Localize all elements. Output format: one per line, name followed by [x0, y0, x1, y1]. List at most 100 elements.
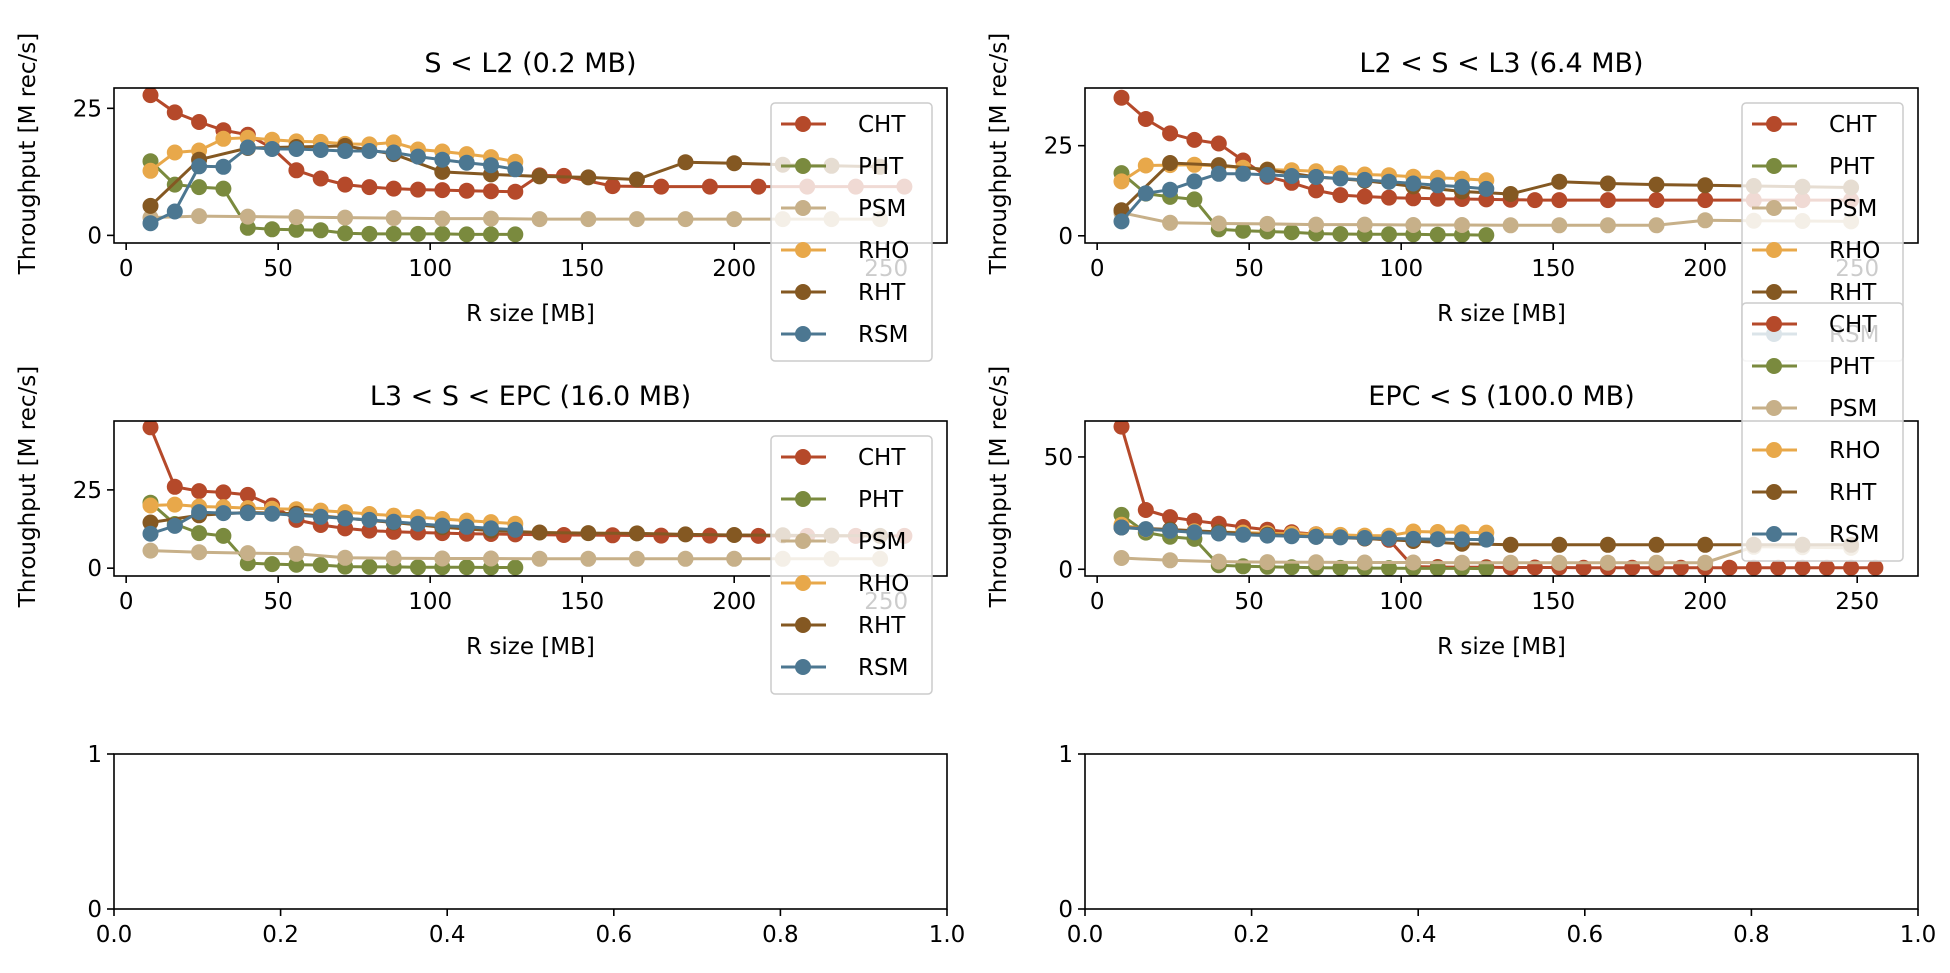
data-point-rsm — [385, 144, 402, 161]
data-point-rsm — [507, 161, 524, 178]
data-point-rht — [142, 514, 159, 531]
data-point-pht — [507, 226, 524, 243]
data-point-psm — [1502, 217, 1519, 234]
x-tick-label: 0 — [119, 256, 134, 282]
data-point-cht — [1308, 182, 1325, 199]
series-line-rsm — [149, 145, 516, 225]
data-point-psm — [239, 545, 256, 562]
legend-swatch-marker — [1766, 284, 1782, 300]
data-point-psm — [288, 545, 305, 562]
y-tick-label: 0 — [87, 897, 102, 923]
data-point-rsm — [1235, 526, 1252, 543]
series-line-rsm — [1121, 526, 1487, 542]
x-axis-label: R size [MB] — [466, 301, 595, 327]
data-point-rsm — [1405, 175, 1422, 192]
data-point-rht — [677, 154, 694, 171]
data-point-pht — [1381, 560, 1397, 576]
data-point-pht — [215, 527, 232, 544]
data-point-psm — [1599, 217, 1616, 234]
panel-5: 0.0 0.2 0.4 0.6 0.8 1.0 0 1 — [87, 742, 965, 948]
data-point-rho — [1137, 157, 1154, 174]
panel-6: 0.0 0.2 0.4 0.6 0.8 1.0 0 1 — [1058, 742, 1936, 948]
data-point-rsm — [288, 507, 305, 524]
data-point-psm — [142, 542, 159, 559]
data-point-cht — [750, 178, 767, 195]
x-tick-label: 0 — [1090, 256, 1105, 282]
series-line-psm — [1121, 211, 1852, 227]
legend: CHT PHT PSM RHO RHT RSM — [1741, 302, 1904, 562]
data-point-rsm — [1283, 528, 1300, 545]
data-point-cht — [1429, 190, 1446, 207]
data-point-cht — [507, 183, 524, 200]
data-point-pht — [458, 559, 475, 576]
data-point-psm — [1648, 554, 1665, 571]
data-point-psm — [1113, 550, 1130, 566]
legend-swatch-marker — [795, 659, 811, 675]
data-point-rsm — [1186, 524, 1203, 541]
data-point-rsm — [1454, 178, 1470, 195]
x-tick-label: 200 — [712, 589, 756, 615]
x-axis-label: R size [MB] — [1437, 634, 1566, 660]
y-tick-label: 25 — [73, 96, 102, 122]
legend: CHT PHT PSM RHO RHT RSM — [770, 102, 933, 362]
data-point-pht — [361, 558, 378, 575]
legend-swatch-marker — [1766, 200, 1782, 216]
data-point-rht — [726, 527, 743, 543]
data-point-psm — [726, 550, 743, 567]
data-point-cht — [1745, 559, 1762, 576]
data-point-psm — [677, 211, 694, 228]
data-point-psm — [1697, 212, 1714, 229]
x-tick-label: 0.6 — [596, 922, 633, 948]
data-point-rsm — [166, 517, 183, 534]
data-point-cht — [142, 421, 159, 436]
axes-frame — [113, 420, 948, 577]
data-point-cht — [142, 88, 159, 104]
data-point-rsm — [1381, 530, 1397, 547]
data-point-psm — [337, 549, 354, 566]
panel-2: 050100150200250025L2 < S < L3 (6.4 MB)R … — [986, 33, 1919, 327]
data-point-pht — [483, 226, 499, 243]
series-line-psm — [150, 549, 881, 561]
legend-swatch-marker — [795, 491, 811, 507]
y-tick-label: 25 — [1044, 134, 1073, 160]
data-point-rsm — [1332, 529, 1349, 546]
legend-swatch-marker — [795, 200, 811, 216]
y-tick-label: 0 — [1058, 897, 1073, 923]
data-point-rsm — [191, 158, 208, 175]
x-tick-label: 0 — [1090, 589, 1105, 615]
series-line-pht — [149, 160, 516, 236]
legend-label-psm: PSM — [858, 196, 906, 222]
data-point-cht — [458, 182, 475, 199]
legend-label-cht: CHT — [858, 445, 906, 471]
series-line-psm — [1121, 545, 1852, 565]
data-point-cht — [1113, 89, 1130, 106]
data-point-rsm — [1405, 530, 1422, 547]
data-point-cht — [191, 483, 208, 500]
data-point-rht — [580, 169, 597, 186]
data-point-psm — [628, 550, 645, 567]
data-point-psm — [726, 211, 743, 228]
data-point-pht — [410, 225, 426, 242]
y-tick-label: 0 — [1058, 224, 1073, 250]
data-point-cht — [555, 527, 572, 543]
data-point-rho — [142, 162, 159, 179]
data-point-rht — [1502, 186, 1519, 202]
x-tick-label: 200 — [1683, 256, 1727, 282]
data-point-cht — [1843, 559, 1860, 576]
legend-label-rho: RHO — [1829, 438, 1880, 464]
data-point-rsm — [434, 151, 451, 168]
data-point-psm — [1551, 217, 1568, 234]
data-point-cht — [701, 178, 718, 195]
data-point-cht — [410, 181, 426, 198]
series-line-rho — [150, 503, 516, 526]
legend-label-pht: PHT — [858, 487, 904, 513]
y-tick-label: 0 — [87, 223, 102, 249]
data-point-rht — [531, 168, 548, 185]
data-point-rsm — [264, 141, 281, 157]
data-point-rsm — [1429, 177, 1446, 194]
data-point-rht — [1697, 177, 1714, 194]
legend-label-rho: RHO — [858, 238, 909, 264]
chart-title: L2 < S < L3 (6.4 MB) — [1359, 48, 1643, 79]
data-point-rsm — [239, 139, 256, 156]
data-point-pht — [1186, 191, 1203, 208]
